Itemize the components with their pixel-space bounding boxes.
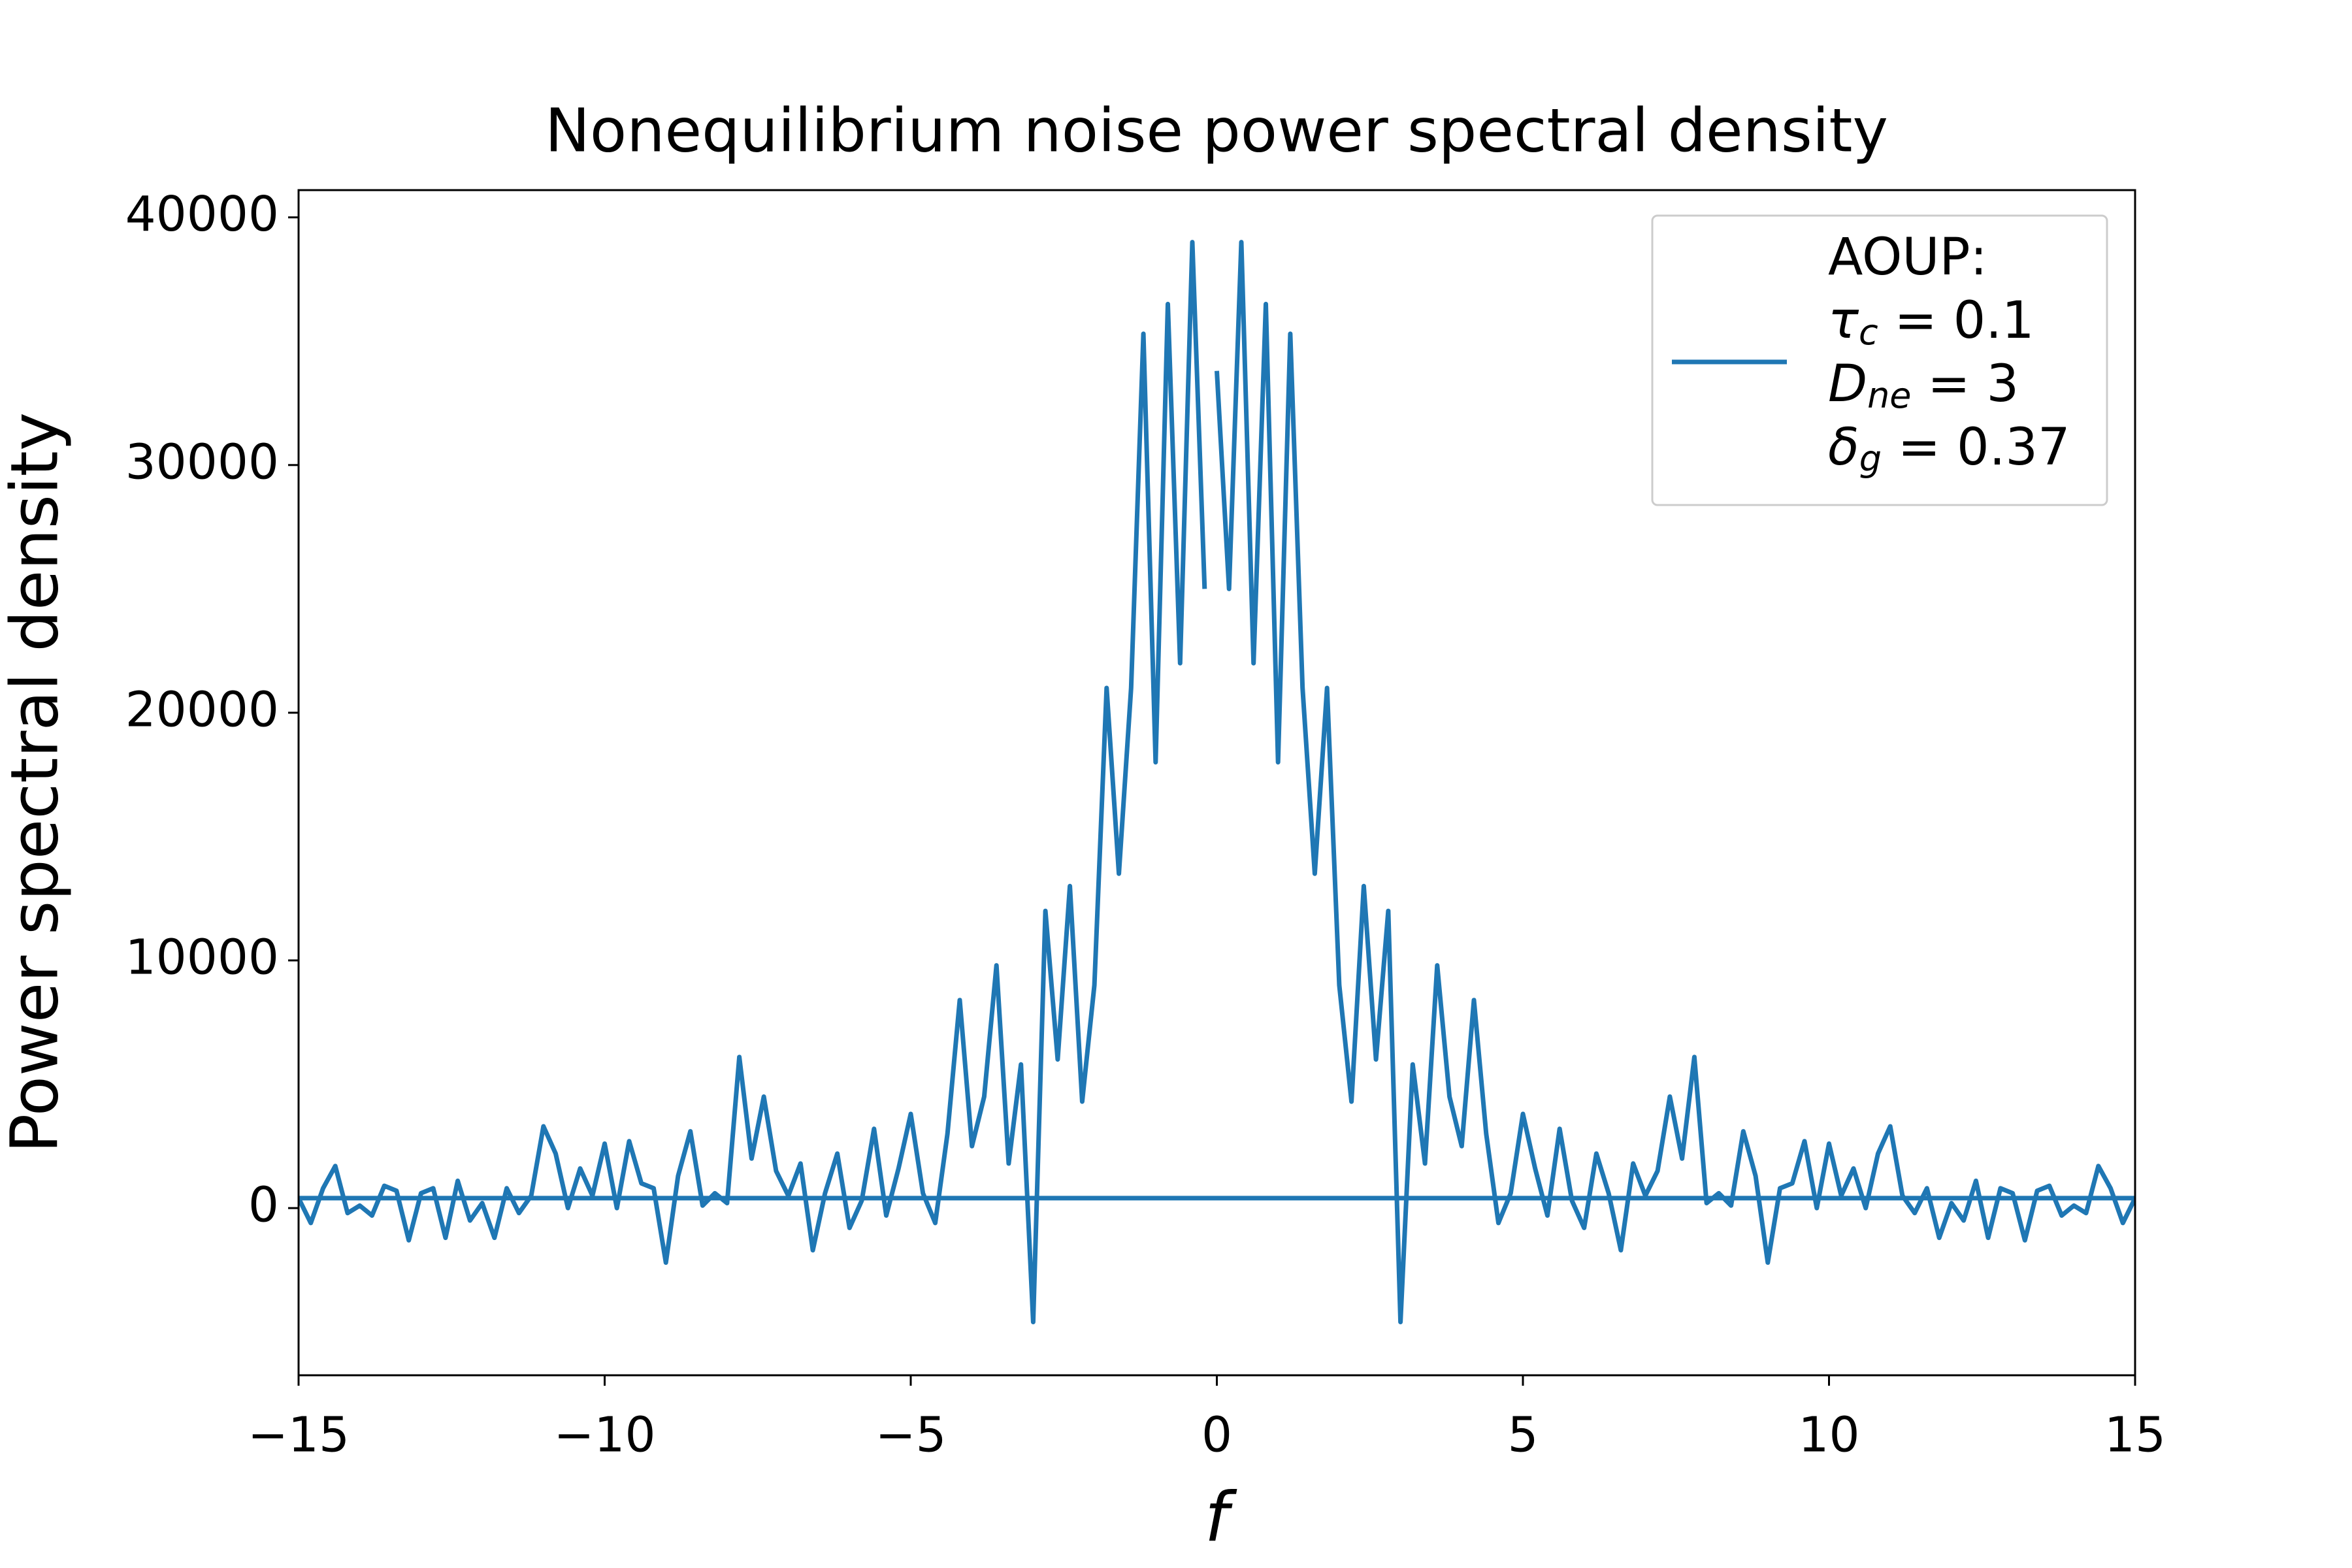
x-tick-label: 5 bbox=[1507, 1407, 1538, 1463]
y-tick-label: 30000 bbox=[125, 434, 279, 490]
legend-symbol: D bbox=[1828, 355, 1867, 414]
y-tick-label: 20000 bbox=[125, 681, 279, 738]
legend-value: = 0.37 bbox=[1882, 418, 2070, 477]
legend-subscript: ne bbox=[1867, 375, 1911, 416]
x-tick-label: 10 bbox=[1798, 1407, 1859, 1463]
chart-title: Nonequilibrium noise power spectral dens… bbox=[545, 95, 1888, 165]
legend-value: AOUP: bbox=[1828, 228, 1987, 287]
legend-text: τc = 0.1 bbox=[1828, 291, 2034, 352]
y-axis-label: Power spectral density bbox=[0, 412, 73, 1153]
y-tick-label: 0 bbox=[248, 1177, 279, 1233]
legend-box bbox=[1651, 214, 2108, 506]
legend-symbol: δ bbox=[1828, 418, 1859, 477]
legend-subscript: g bbox=[1859, 438, 1882, 480]
x-axis-label: f bbox=[1205, 1477, 1237, 1557]
y-tick-label: 10000 bbox=[125, 930, 279, 986]
legend-text: δg = 0.37 bbox=[1828, 418, 2070, 479]
legend-subscript: c bbox=[1859, 312, 1878, 353]
x-tick-label: −10 bbox=[553, 1407, 655, 1463]
data-line bbox=[299, 240, 2135, 1324]
legend-text: AOUP: bbox=[1828, 228, 1987, 287]
legend-value: = 0.1 bbox=[1878, 291, 2034, 350]
legend-text: Dne = 3 bbox=[1828, 355, 2019, 416]
x-tick-label: −15 bbox=[248, 1407, 350, 1463]
plot-frame bbox=[297, 189, 2136, 1377]
legend-symbol: τ bbox=[1828, 291, 1859, 350]
x-tick-label: −5 bbox=[875, 1407, 946, 1463]
y-tick-label: 40000 bbox=[125, 186, 279, 242]
x-tick-label: 0 bbox=[1201, 1407, 1232, 1463]
legend-value: = 3 bbox=[1912, 355, 2019, 414]
x-tick-label: 15 bbox=[2104, 1407, 2166, 1463]
